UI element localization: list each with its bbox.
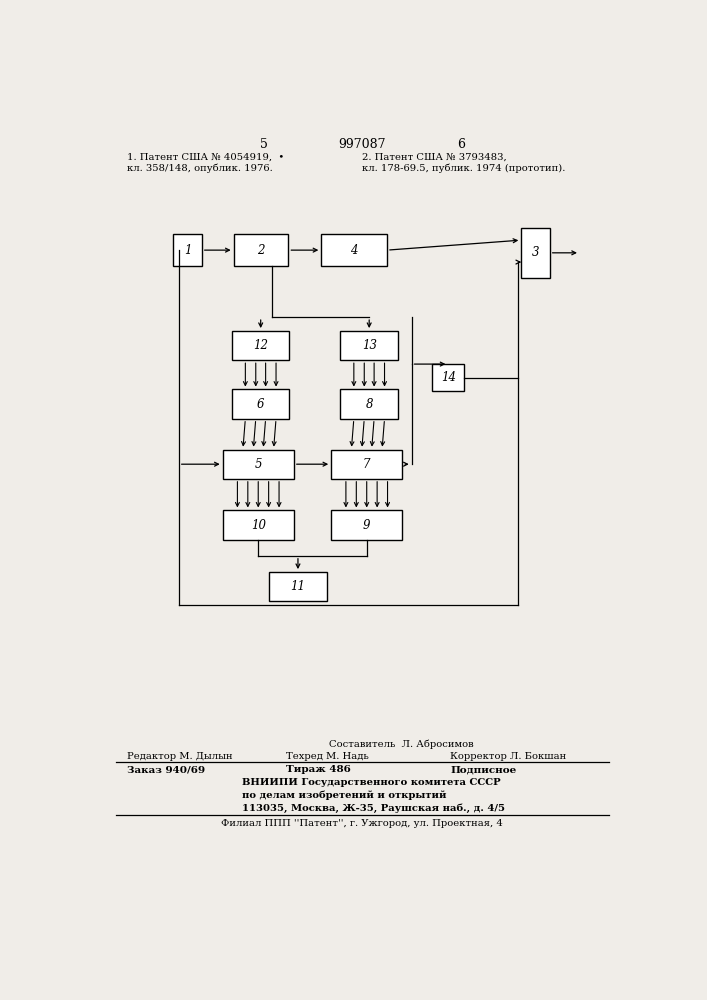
Bar — [269, 572, 327, 601]
Text: 4: 4 — [351, 244, 358, 257]
Bar — [341, 331, 398, 360]
Text: по делам изобретений и открытий: по делам изобретений и открытий — [242, 791, 446, 800]
Text: ВНИИПИ Государственного комитета СССР: ВНИИПИ Государственного комитета СССР — [242, 778, 501, 787]
Bar — [223, 450, 294, 479]
Text: 6: 6 — [257, 398, 264, 411]
Text: 7: 7 — [363, 458, 370, 471]
Bar — [341, 389, 398, 419]
Text: кл. 358/148, опублик. 1976.: кл. 358/148, опублик. 1976. — [127, 163, 272, 173]
Bar — [433, 364, 464, 391]
Bar — [321, 234, 387, 266]
Text: Подписное: Подписное — [450, 765, 516, 774]
Text: 10: 10 — [251, 519, 266, 532]
Text: 8: 8 — [366, 398, 373, 411]
Text: 113035, Москва, Ж-35, Раушская наб., д. 4/5: 113035, Москва, Ж-35, Раушская наб., д. … — [242, 803, 505, 813]
Text: 3: 3 — [532, 246, 539, 259]
Bar — [331, 510, 402, 540]
Text: Составитель  Л. Абросимов: Составитель Л. Абросимов — [329, 740, 474, 749]
Bar — [331, 450, 402, 479]
Text: 997087: 997087 — [339, 138, 386, 151]
Text: 2: 2 — [257, 244, 264, 257]
Text: Корректор Л. Бокшан: Корректор Л. Бокшан — [450, 752, 566, 761]
Text: 2. Патент США № 3793483,: 2. Патент США № 3793483, — [363, 152, 507, 161]
Text: Редактор М. Дылын: Редактор М. Дылын — [127, 752, 233, 761]
Text: Техред М. Надь: Техред М. Надь — [286, 752, 368, 761]
Text: Заказ 940/69: Заказ 940/69 — [127, 765, 205, 774]
Text: 14: 14 — [441, 371, 456, 384]
Text: 11: 11 — [291, 580, 305, 593]
Bar — [223, 510, 294, 540]
Bar — [233, 234, 288, 266]
Text: 5: 5 — [259, 138, 268, 151]
Text: 9: 9 — [363, 519, 370, 532]
Text: 12: 12 — [253, 339, 268, 352]
Text: 5: 5 — [255, 458, 262, 471]
Text: Тираж 486: Тираж 486 — [286, 765, 351, 774]
Bar — [232, 331, 289, 360]
Text: 13: 13 — [362, 339, 377, 352]
Text: Филиал ППП ''Патент'', г. Ужгород, ул. Проектная, 4: Филиал ППП ''Патент'', г. Ужгород, ул. П… — [221, 819, 503, 828]
Bar — [232, 389, 289, 419]
Text: 1: 1 — [184, 244, 192, 257]
Bar — [173, 234, 201, 266]
Text: 6: 6 — [457, 138, 465, 151]
Text: кл. 178-69.5, публик. 1974 (прототип).: кл. 178-69.5, публик. 1974 (прототип). — [363, 163, 566, 173]
Text: 1. Патент США № 4054919,  •: 1. Патент США № 4054919, • — [127, 152, 284, 161]
Bar — [521, 228, 550, 278]
